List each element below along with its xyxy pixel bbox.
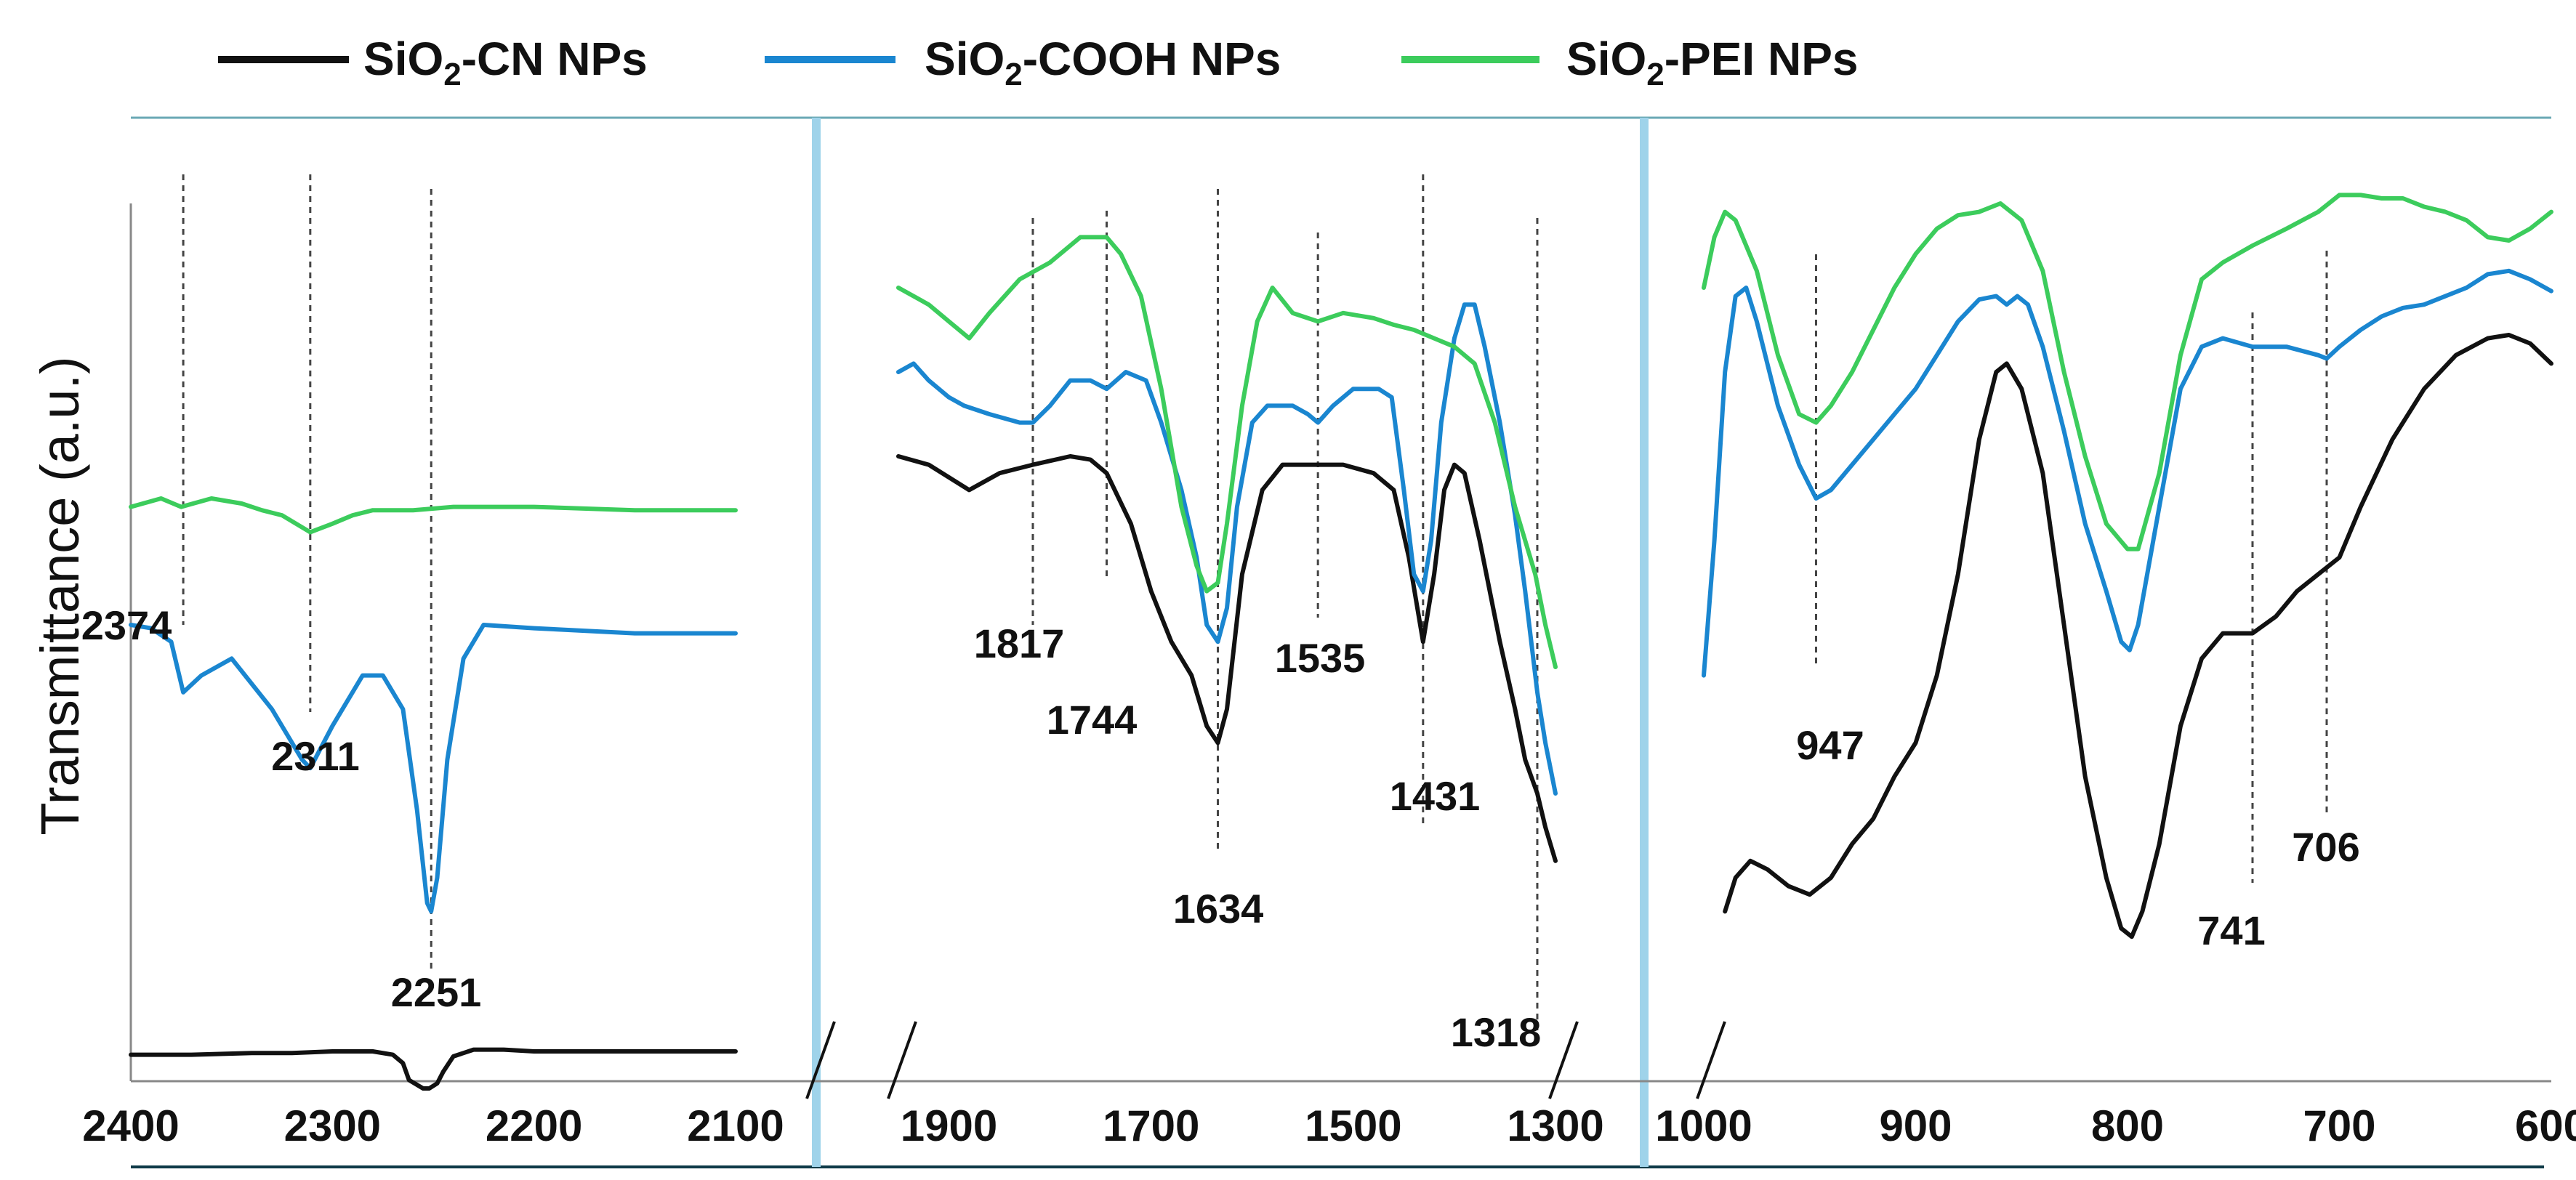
x-tick-label: 2300 [284,1102,381,1150]
peak-label: 1535 [1275,635,1366,681]
peak-label: 2251 [391,969,482,1015]
peak-label: 1318 [1451,1009,1542,1055]
x-tick-label: 1700 [1103,1102,1199,1150]
x-tick-label: 900 [1879,1102,1952,1150]
legend-label-pei: SiO2-PEI NPs [1566,33,1858,92]
peak-label: 741 [2197,908,2265,953]
series-line-cn-panel-2 [896,454,1558,863]
peak-label: 1634 [1173,886,1264,932]
legend-label-cn: SiO2-CN NPs [363,33,648,92]
peak-label: 706 [2292,824,2359,870]
legend-label-cooh: SiO2-COOH NPs [925,33,1281,92]
x-tick-label: 2200 [486,1102,582,1150]
axis-break-mark-4 [1696,1021,1726,1099]
axis-break-mark-2 [887,1021,917,1099]
x-tick-label: 2400 [82,1102,179,1150]
legend-entry-pei: SiO2-PEI NPs [1401,33,1858,92]
series-line-cn-panel-3 [1723,333,2553,939]
series-line-cooh-panel-1 [129,623,738,914]
series-line-pei-panel-3 [1702,193,2553,551]
peak-label: 2311 [271,733,360,779]
x-tick-label: 800 [2091,1102,2164,1150]
x-tick-label: 700 [2303,1102,2375,1150]
axis-break-mark-3 [1548,1021,1579,1099]
axis-break-mark-1 [805,1021,836,1099]
series-line-cn-panel-1 [129,1047,738,1091]
peak-label: 2374 [81,602,172,648]
peak-label: 1431 [1390,773,1481,819]
series-line-cooh-panel-2 [896,302,1558,796]
peak-label: 947 [1796,722,1864,768]
x-tick-label: 2100 [687,1102,784,1150]
series-line-cooh-panel-3 [1702,268,2553,678]
legend: SiO2-CN NPs SiO2-COOH NPs SiO2-PEI NPs [218,33,1858,92]
plot-area: 2374 2311 2251 2400 2300 2200 2100 1817 1744 1634… [81,174,2576,1150]
peak-label: 1817 [974,621,1065,666]
x-tick-label: 600 [2515,1102,2576,1150]
series-line-pei-panel-1 [129,496,738,535]
x-tick-label: 1000 [1655,1102,1752,1150]
peak-label: 1744 [1047,697,1138,743]
x-tick-label: 1300 [1507,1102,1603,1150]
x-tick-label: 1900 [901,1102,997,1150]
y-axis-label: Transmittance (a.u.) [30,356,90,835]
x-tick-label: 1500 [1305,1102,1401,1150]
series-line-pei-panel-2 [896,235,1558,669]
legend-entry-cn: SiO2-CN NPs [218,33,648,92]
axis-break-marks [805,1021,1726,1099]
legend-entry-cooh: SiO2-COOH NPs [765,33,1281,92]
